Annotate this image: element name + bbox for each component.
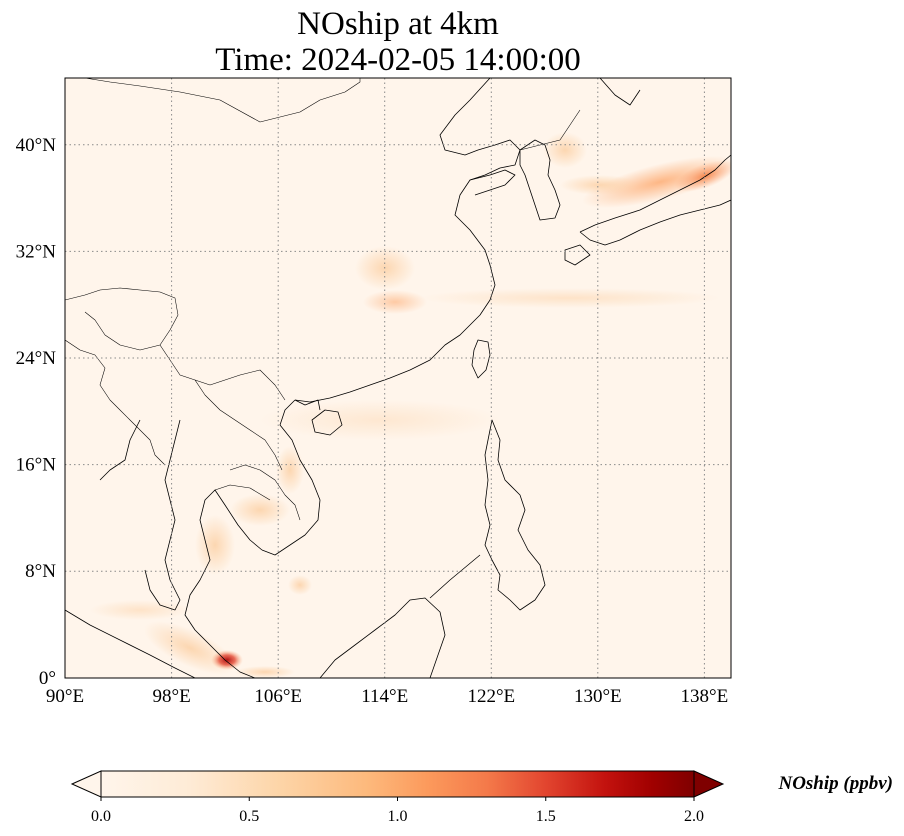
colorbar-tick-label: 2.0 xyxy=(684,808,704,825)
y-tick-label: 40°N xyxy=(16,135,57,156)
colorbar-tick-label: 0.5 xyxy=(239,808,259,825)
y-tick-labels: 0° 8°N 16°N 24°N 32°N 40°N xyxy=(16,135,57,689)
colorbar-extend-high xyxy=(693,770,725,798)
y-tick-label: 0° xyxy=(39,668,56,689)
y-tick-label: 32°N xyxy=(16,241,57,262)
y-tick-label: 24°N xyxy=(16,348,57,369)
x-tick-label: 90°E xyxy=(46,686,84,707)
colorbar-label: NOship (ppbv) xyxy=(777,773,893,794)
colorbar-tick-label: 0.0 xyxy=(91,808,111,825)
x-tick-labels: 90°E 98°E 106°E 114°E 122°E 130°E 138°E xyxy=(46,686,728,707)
colorbar-gradient xyxy=(101,771,694,797)
map-background xyxy=(65,78,731,678)
concentration-field xyxy=(90,132,731,678)
title-line-1: NOship at 4km xyxy=(297,6,499,42)
gridlines xyxy=(65,78,731,678)
x-tick-label: 122°E xyxy=(467,686,515,707)
colorbar-tick-label: 1.0 xyxy=(388,808,408,825)
coastlines xyxy=(65,78,731,678)
colorbar: 0.0 0.5 1.0 1.5 2.0 NOship (ppbv) xyxy=(70,770,893,825)
map-frame xyxy=(64,77,732,679)
map-axes xyxy=(64,77,732,679)
x-tick-label: 114°E xyxy=(361,686,408,707)
x-tick-label: 130°E xyxy=(574,686,622,707)
colorbar-extend-low xyxy=(70,770,102,798)
x-tick-label: 98°E xyxy=(152,686,190,707)
colorbar-tick-label: 1.5 xyxy=(536,808,556,825)
x-tick-label: 138°E xyxy=(681,686,729,707)
y-tick-label: 8°N xyxy=(25,561,56,582)
y-tick-label: 16°N xyxy=(16,455,57,476)
title-line-2: Time: 2024-02-05 14:00:00 xyxy=(215,42,580,78)
x-tick-label: 106°E xyxy=(254,686,302,707)
